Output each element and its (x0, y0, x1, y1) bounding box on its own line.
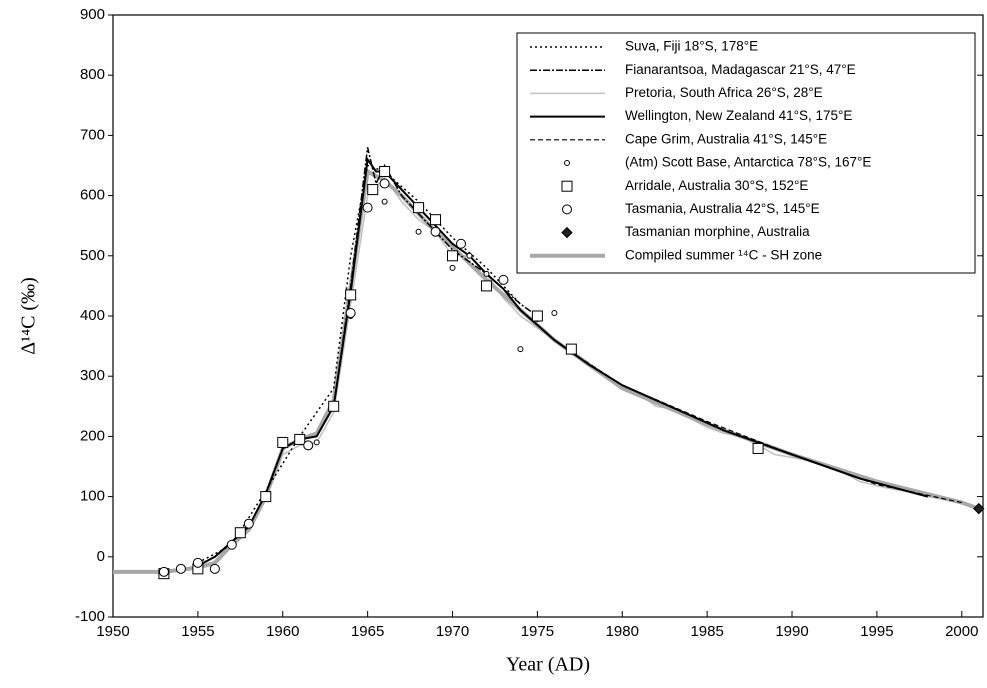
point (303, 440, 314, 451)
x-tick-label: 1970 (436, 623, 469, 640)
point (381, 198, 388, 205)
legend-label: Wellington, New Zealand 41°S, 175°E (625, 108, 852, 123)
point (345, 307, 356, 318)
point (379, 178, 390, 189)
point (430, 226, 441, 237)
legend-marker (562, 204, 572, 215)
y-tick-label: 600 (80, 187, 105, 204)
point (551, 309, 558, 316)
legend-label: Tasmania, Australia 42°S, 145°E (625, 201, 820, 216)
y-axis-label: Δ¹⁴C (‰) (18, 277, 40, 355)
point (158, 566, 169, 577)
point (209, 563, 220, 574)
series-line (570, 351, 962, 504)
point (480, 280, 492, 292)
point (449, 264, 456, 271)
point (277, 436, 289, 448)
x-tick-label: 1950 (96, 623, 129, 640)
legend-marker (561, 226, 573, 239)
point (328, 400, 340, 412)
y-tick-label: 400 (80, 307, 105, 324)
x-tick-label: 1990 (775, 623, 808, 640)
legend-label: Cape Grim, Australia 41°S, 145°E (625, 131, 827, 146)
x-tick-label: 1985 (690, 623, 723, 640)
x-tick-label: 1960 (266, 623, 299, 640)
x-tick-label: 1980 (606, 623, 639, 640)
point (294, 433, 306, 445)
point (234, 527, 246, 539)
y-tick-label: 100 (80, 488, 105, 505)
point (517, 346, 524, 353)
y-tick-label: 300 (80, 367, 105, 384)
legend-label: Tasmanian morphine, Australia (625, 224, 810, 239)
y-tick-label: 0 (97, 548, 105, 565)
point (260, 491, 272, 503)
point (379, 166, 391, 178)
point (362, 202, 373, 213)
point (175, 563, 186, 574)
x-tick-label: 1975 (521, 623, 554, 640)
point (243, 518, 254, 529)
point (498, 274, 509, 285)
y-tick-label: 200 (80, 427, 105, 444)
series-line (332, 147, 538, 407)
x-tick-label: 1995 (860, 623, 893, 640)
x-tick-label: 2000 (945, 623, 978, 640)
point (483, 270, 490, 277)
point (413, 202, 425, 214)
y-tick-label: -100 (75, 608, 105, 625)
point (752, 442, 764, 454)
x-axis-label: Year (AD) (506, 654, 590, 676)
point (447, 250, 459, 262)
y-tick-label: 500 (80, 247, 105, 264)
legend-marker (561, 180, 573, 192)
legend-box (516, 32, 976, 274)
legend-label: Arridale, Australia 30°S, 152°E (625, 178, 808, 193)
y-tick-label: 900 (80, 6, 105, 23)
y-tick-label: 800 (80, 66, 105, 83)
legend-label: Compiled summer ¹⁴C - SH zone (625, 247, 822, 262)
legend-label: Fianarantsoa, Madagascar 21°S, 47°E (625, 62, 856, 77)
x-tick-label: 1965 (351, 623, 384, 640)
point (531, 310, 543, 322)
point (367, 184, 379, 196)
point (313, 439, 320, 446)
point (565, 343, 577, 355)
point (973, 502, 985, 515)
point (345, 289, 357, 301)
point (226, 539, 237, 550)
point (192, 557, 203, 568)
point (415, 228, 422, 235)
point (430, 214, 442, 226)
legend-label: (Atm) Scott Base, Antarctica 78°S, 167°E (625, 155, 871, 170)
legend-label: Pretoria, South Africa 26°S, 28°E (625, 85, 823, 100)
x-tick-label: 1955 (181, 623, 214, 640)
point (466, 252, 473, 259)
legend-marker (564, 160, 570, 166)
point (456, 238, 466, 249)
y-tick-label: 700 (80, 126, 105, 143)
legend-label: Suva, Fiji 18°S, 178°E (625, 39, 758, 54)
